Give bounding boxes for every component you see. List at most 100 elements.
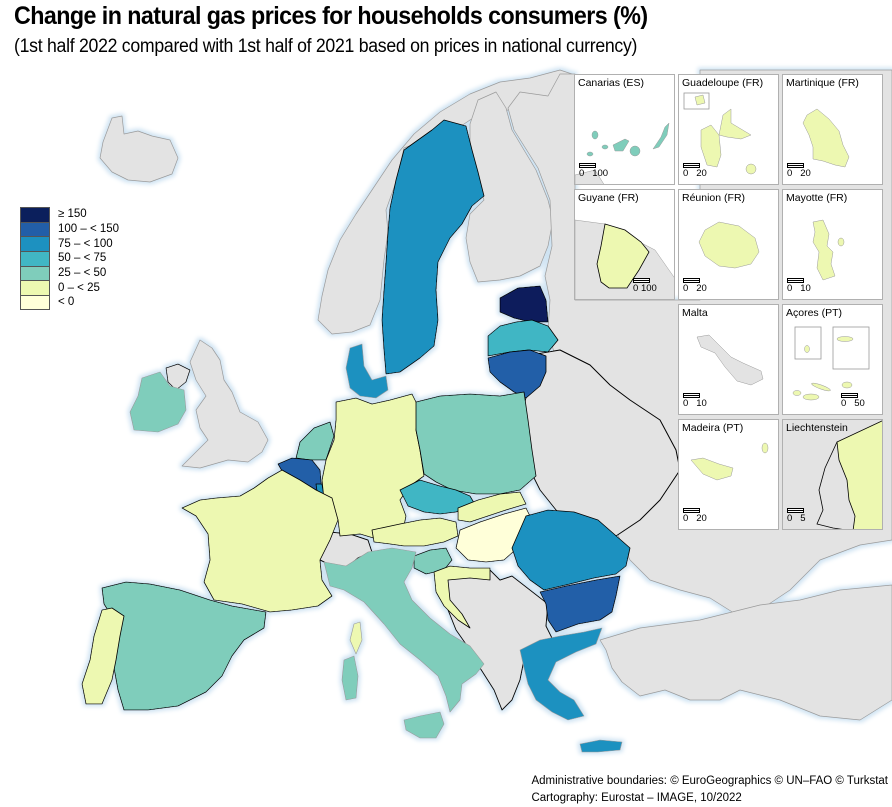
inset-label: Açores (PT) (786, 307, 843, 319)
scale-bar: 0 20 (683, 278, 707, 294)
scale-max: 20 (696, 283, 707, 294)
legend-swatch (20, 280, 50, 296)
country-lithuania (487, 349, 547, 399)
legend-swatch (20, 295, 50, 310)
legend-item: 100 – < 150 (20, 221, 120, 237)
inset-guyane: Guyane (FR) 0 100 (574, 189, 675, 300)
inset-liechtenstein: Liechtenstein 0 5 (782, 419, 883, 530)
scale-min: 0 (841, 398, 847, 409)
scale-bar: 0 50 (841, 393, 865, 409)
country-portugal (81, 607, 125, 705)
scale-max: 20 (800, 168, 811, 179)
scale-bar: 0 20 (683, 508, 707, 524)
scale-min: 0 (633, 283, 639, 294)
legend-swatch (20, 207, 50, 222)
scale-bar: 0 10 (683, 393, 707, 409)
scale-max: 100 (592, 168, 609, 179)
scale-min: 0 (787, 168, 793, 179)
scale-min: 0 (787, 513, 793, 524)
scale-max: 100 (640, 283, 657, 294)
scale-max: 10 (800, 283, 811, 294)
country-croatia (433, 565, 491, 629)
country-latvia (487, 319, 559, 357)
scale-max: 10 (696, 398, 707, 409)
country-greece (519, 627, 603, 721)
inset-map (792, 326, 870, 401)
inset-madeira: Madeira (PT) 0 20 (678, 419, 779, 530)
map-title: Change in natural gas prices for househo… (14, 2, 648, 30)
legend-item: < 0 (20, 295, 119, 310)
inset-malta: Malta 0 10 (678, 304, 779, 415)
country-northern-ireland (165, 363, 191, 391)
legend-label: < 0 (58, 296, 75, 309)
country-germany (321, 393, 425, 541)
scale-max: 20 (696, 513, 707, 524)
inset-map (812, 219, 845, 281)
inset-map (575, 122, 670, 184)
country-sardinia (341, 655, 359, 701)
map-subtitle: (1st half 2022 compared with 1st half of… (14, 36, 638, 57)
scale-max: 20 (696, 168, 707, 179)
scale-max: 50 (854, 398, 865, 409)
credits-boundaries: Administrative boundaries: © EuroGeograp… (531, 775, 888, 787)
inset-label: Canarias (ES) (578, 77, 644, 89)
country-italy (323, 547, 485, 713)
country-poland (415, 391, 537, 495)
inset-map (802, 108, 850, 168)
scale-bar: 0 100 (579, 163, 608, 179)
inset-canarias: Canarias (ES) 0 100 (574, 74, 675, 185)
country-crete (579, 739, 623, 753)
scale-max: 5 (800, 513, 806, 524)
legend-label: 50 – < 75 (58, 252, 107, 265)
country-corsica (349, 621, 363, 655)
inset-label: Guadeloupe (FR) (682, 77, 764, 89)
inset-guadeloupe: Guadeloupe (FR) 0 20 (678, 74, 779, 185)
legend-swatch (20, 251, 50, 266)
scale-bar: 0 100 (633, 278, 657, 294)
legend-label: 25 – < 50 (58, 267, 107, 280)
legend-item: ≥ 150 (20, 207, 119, 222)
country-uk (181, 339, 269, 469)
legend-item: 75 – < 100 (20, 236, 119, 252)
inset-label: Réunion (FR) (682, 192, 746, 204)
inset-label: Liechtenstein (786, 422, 848, 434)
scale-bar: 0 20 (683, 163, 707, 179)
country-denmark (345, 343, 389, 399)
country-estonia (499, 285, 549, 323)
legend-label: 0 – < 25 (58, 281, 100, 294)
inset-acores: Açores (PT) 0 50 (782, 304, 883, 415)
country-slovenia (413, 547, 453, 575)
country-france (181, 469, 339, 613)
scale-min: 0 (683, 168, 689, 179)
inset-martinique: Martinique (FR) 0 20 (782, 74, 883, 185)
credits-cartography: Cartography: Eurostat – IMAGE, 10/2022 (531, 792, 742, 804)
inset-label: Madeira (PT) (682, 422, 744, 434)
legend-label: 100 – < 150 (58, 223, 120, 236)
country-turkey (599, 584, 892, 721)
inset-label: Mayotte (FR) (786, 192, 848, 204)
inset-map (683, 92, 757, 175)
legend-label: 75 – < 100 (58, 237, 113, 250)
inset-map (698, 221, 760, 269)
country-romania (511, 509, 631, 591)
inset-label: Guyane (FR) (578, 192, 639, 204)
inset-label: Martinique (FR) (786, 77, 859, 89)
country-iceland (99, 115, 179, 183)
inset-map (575, 219, 674, 299)
legend-label: ≥ 150 (58, 208, 87, 221)
inset-mayotte: Mayotte (FR) 0 10 (782, 189, 883, 300)
inset-map (696, 334, 764, 386)
inset-map (690, 442, 769, 481)
scale-min: 0 (683, 283, 689, 294)
scale-min: 0 (787, 283, 793, 294)
country-bulgaria (539, 575, 621, 633)
legend-item: 25 – < 50 (20, 265, 119, 281)
inset-map (816, 420, 882, 529)
legend: ≥ 150 100 – < 150 75 – < 100 50 – < 75 2… (20, 207, 119, 310)
legend-swatch (20, 236, 50, 252)
scale-min: 0 (683, 513, 689, 524)
scale-min: 0 (683, 398, 689, 409)
scale-bar: 0 5 (787, 508, 806, 524)
scale-bar: 0 20 (787, 163, 811, 179)
country-sweden (381, 119, 485, 375)
